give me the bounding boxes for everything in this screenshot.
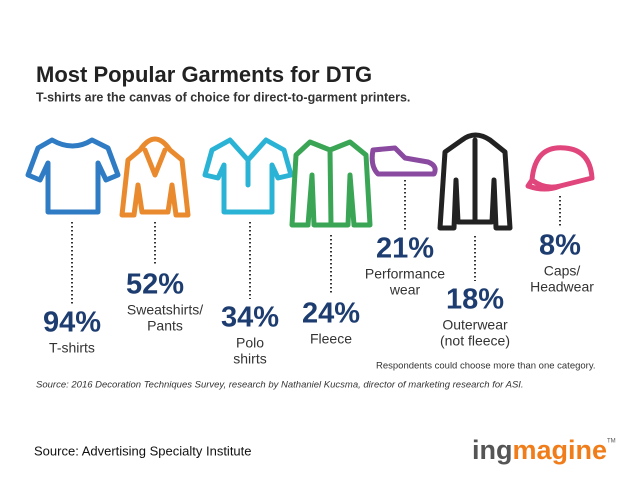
tshirt-icon xyxy=(25,137,121,215)
item-label: Outerwear xyxy=(442,317,508,333)
percentage: 52% xyxy=(126,269,184,301)
percentage: 21% xyxy=(376,233,434,265)
trademark: TM xyxy=(607,439,616,445)
percentage: 8% xyxy=(539,230,581,262)
subtitle: T-shirts are the canvas of choice for di… xyxy=(36,90,410,104)
item-label: Headwear xyxy=(530,279,594,295)
footer-source: Source: Advertising Specialty Institute xyxy=(34,443,252,458)
sweatshirt-icon xyxy=(119,136,191,218)
percentage: 34% xyxy=(221,302,279,334)
item-label: Caps/ xyxy=(544,263,581,279)
item-label: Pants xyxy=(147,318,183,334)
items: 94%T-shirts 52%Sweatshirts/Pants 34%Polosh… xyxy=(43,180,594,367)
item-label: shirts xyxy=(233,351,266,367)
note: Respondents could choose more than one c… xyxy=(376,361,596,372)
item-label: Performance xyxy=(365,266,445,282)
item-label: wear xyxy=(389,282,421,298)
item-label: Fleece xyxy=(310,331,352,347)
shoe-icon xyxy=(369,145,438,177)
source-line: Source: 2016 Decoration Techniques Surve… xyxy=(36,380,524,391)
logo-part: ing xyxy=(472,435,513,465)
logo-part: magine xyxy=(513,435,608,465)
logo: ingmagine xyxy=(472,435,607,465)
item-label: T-shirts xyxy=(49,340,95,356)
jacket-icon xyxy=(437,132,513,231)
percentage: 24% xyxy=(302,298,360,330)
title: Most Popular Garments for DTG xyxy=(36,62,372,87)
item-label: (not fleece) xyxy=(440,333,510,349)
icons xyxy=(25,132,595,231)
cap-icon xyxy=(525,145,595,192)
percentage: 18% xyxy=(446,284,504,316)
fleece-icon xyxy=(289,139,373,228)
item-label: Polo xyxy=(236,335,264,351)
item-label: Sweatshirts/ xyxy=(127,302,203,318)
percentage: 94% xyxy=(43,307,101,339)
polo-icon xyxy=(202,137,294,215)
